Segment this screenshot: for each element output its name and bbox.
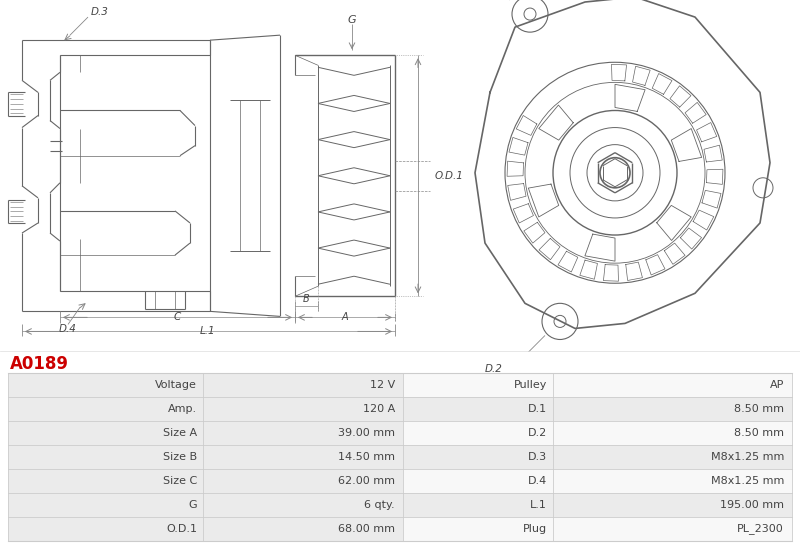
- Text: L.1: L.1: [200, 326, 216, 336]
- Text: C: C: [174, 312, 181, 323]
- Bar: [8, 493, 403, 517]
- Text: AP: AP: [770, 380, 784, 390]
- Text: 14.50 mm: 14.50 mm: [338, 452, 395, 462]
- Bar: [403, 421, 792, 445]
- Bar: [403, 445, 792, 469]
- Bar: [8, 445, 403, 469]
- Text: D.4: D.4: [59, 324, 77, 334]
- Text: Voltage: Voltage: [155, 380, 197, 390]
- Text: D.3: D.3: [528, 452, 547, 462]
- Text: 68.00 mm: 68.00 mm: [338, 524, 395, 534]
- Bar: [8, 373, 403, 397]
- Bar: [8, 517, 403, 541]
- Bar: [403, 493, 792, 517]
- Text: 12 V: 12 V: [370, 380, 395, 390]
- Text: O.D.1: O.D.1: [166, 524, 197, 534]
- Text: Plug: Plug: [523, 524, 547, 534]
- Text: Size C: Size C: [162, 476, 197, 486]
- Text: Size B: Size B: [163, 452, 197, 462]
- Bar: [403, 373, 792, 397]
- Text: Pulley: Pulley: [514, 380, 547, 390]
- Text: L.1: L.1: [530, 500, 547, 510]
- Bar: [403, 397, 792, 421]
- Text: 8.50 mm: 8.50 mm: [734, 404, 784, 414]
- Text: 195.00 mm: 195.00 mm: [720, 500, 784, 510]
- Text: D.2: D.2: [485, 364, 503, 374]
- Text: D.4: D.4: [528, 476, 547, 486]
- Text: A0189: A0189: [10, 355, 69, 373]
- Text: 39.00 mm: 39.00 mm: [338, 428, 395, 438]
- Text: 62.00 mm: 62.00 mm: [338, 476, 395, 486]
- Text: D.1: D.1: [528, 404, 547, 414]
- Text: O.D.1: O.D.1: [435, 171, 464, 181]
- Bar: [8, 397, 403, 421]
- Text: M8x1.25 mm: M8x1.25 mm: [710, 476, 784, 486]
- Text: D.2: D.2: [528, 428, 547, 438]
- Bar: [8, 469, 403, 493]
- Bar: [403, 517, 792, 541]
- Text: D.3: D.3: [91, 7, 109, 17]
- Text: A: A: [342, 312, 348, 323]
- Text: PL_2300: PL_2300: [738, 523, 784, 535]
- Text: G: G: [348, 15, 356, 25]
- Text: M8x1.25 mm: M8x1.25 mm: [710, 452, 784, 462]
- Text: 120 A: 120 A: [362, 404, 395, 414]
- Text: B: B: [302, 294, 310, 304]
- Bar: [403, 469, 792, 493]
- Text: 6 qty.: 6 qty.: [364, 500, 395, 510]
- Text: G: G: [188, 500, 197, 510]
- Text: 8.50 mm: 8.50 mm: [734, 428, 784, 438]
- Text: Size A: Size A: [163, 428, 197, 438]
- Bar: [8, 421, 403, 445]
- Text: Amp.: Amp.: [168, 404, 197, 414]
